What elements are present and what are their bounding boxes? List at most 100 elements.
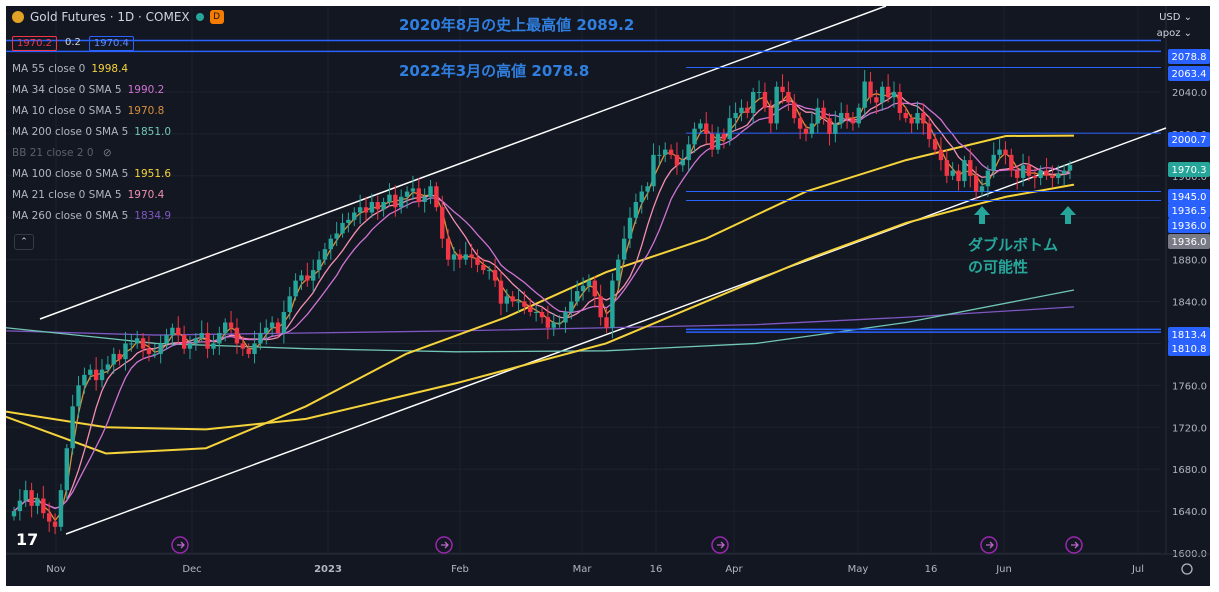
candle-body[interactable] [504,296,509,304]
candle-body[interactable] [733,112,738,119]
ma-line[interactable] [6,134,1075,455]
candle-body[interactable] [76,385,81,407]
candle-body[interactable] [973,175,979,192]
candle-body[interactable] [369,202,375,213]
candle-body[interactable] [146,348,152,354]
candle-body[interactable] [727,118,732,140]
candle-body[interactable] [698,123,703,129]
candle-body[interactable] [498,280,504,304]
candle-body[interactable] [833,123,838,134]
candle-body[interactable] [393,194,398,208]
candle-body[interactable] [880,86,885,103]
ma-line[interactable] [13,94,1071,512]
candle-body[interactable] [469,254,474,258]
candle-body[interactable] [844,112,850,119]
candle-body[interactable] [821,107,826,119]
candle-body[interactable] [827,118,832,134]
price-chart[interactable]: 1600.01640.01680.01720.01760.01800.01840… [6,6,1210,586]
candle-body[interactable] [580,285,586,292]
candle-body[interactable] [709,133,715,150]
chart-panel[interactable]: 1600.01640.01680.01720.01760.01800.01840… [6,6,1210,586]
candle-body[interactable] [868,81,873,98]
candle-body[interactable] [909,118,914,124]
candle-body[interactable] [991,154,996,171]
candle-body[interactable] [528,306,533,313]
candle-body[interactable] [686,144,691,161]
ma-line[interactable] [6,289,1075,353]
candle-body[interactable] [569,301,574,313]
candle-body[interactable] [47,513,52,522]
candle-body[interactable] [340,222,345,234]
candle-body[interactable] [481,264,486,271]
candle-body[interactable] [927,123,932,140]
ask-pill[interactable]: 1970.4 [88,36,134,51]
candle-body[interactable] [516,301,521,303]
candle-body[interactable] [692,128,697,145]
candle-body[interactable] [187,343,193,349]
candle-body[interactable] [797,118,803,129]
legend-row[interactable]: MA 55 close 0 1998.4 [12,59,171,80]
candle-body[interactable] [387,194,392,203]
ma-line[interactable] [6,183,1075,431]
candle-body[interactable] [575,291,580,302]
candle-body[interactable] [164,335,169,344]
candle-body[interactable] [1003,149,1008,155]
candle-body[interactable] [240,343,245,349]
candle-body[interactable] [428,186,433,197]
candle-body[interactable] [451,254,457,260]
symbol-title[interactable]: Gold Futures · 1D · COMEX [30,10,190,24]
event-marker-icon[interactable] [711,536,729,554]
candle-body[interactable] [29,490,34,506]
candle-body[interactable] [199,332,204,339]
hidden-eye-icon[interactable]: ⊘ [99,147,112,159]
candle-body[interactable] [346,219,351,223]
candle-body[interactable] [181,335,187,349]
candle-body[interactable] [627,217,633,239]
candle-body[interactable] [1038,170,1043,178]
candle-body[interactable] [633,202,639,218]
candle-body[interactable] [410,188,416,192]
candle-body[interactable] [668,149,674,155]
candle-body[interactable] [287,296,292,313]
candle-body[interactable] [704,123,709,134]
candle-body[interactable] [463,254,468,260]
event-marker-icon[interactable] [435,536,453,554]
candle-body[interactable] [176,327,181,336]
candle-body[interactable] [510,296,515,302]
candle-body[interactable] [815,107,820,124]
candle-body[interactable] [193,338,199,344]
candle-body[interactable] [756,92,762,93]
candle-body[interactable] [621,238,627,260]
candle-body[interactable] [604,317,609,328]
candle-body[interactable] [88,369,93,375]
candle-body[interactable] [598,296,603,318]
candle-body[interactable] [1026,165,1032,176]
candle-body[interactable] [275,322,281,333]
candle-body[interactable] [803,128,809,134]
candle-body[interactable] [903,112,908,119]
candle-body[interactable] [252,343,257,354]
candle-body[interactable] [58,490,64,527]
candle-body[interactable] [897,92,903,113]
candle-body[interactable] [11,511,17,517]
candle-body[interactable] [381,202,386,210]
candle-body[interactable] [52,521,58,527]
lower-channel-line[interactable] [65,127,1167,535]
candle-body[interactable] [557,322,562,324]
candle-body[interactable] [539,312,545,318]
candle-body[interactable] [1020,165,1026,178]
candle-body[interactable] [487,270,492,272]
candle-body[interactable] [422,196,427,203]
candle-body[interactable] [1067,165,1073,171]
candle-body[interactable] [135,338,140,344]
event-marker-icon[interactable] [171,536,189,554]
candle-body[interactable] [492,270,498,281]
event-marker-icon[interactable] [980,536,998,554]
candle-body[interactable] [1015,170,1020,178]
candle-body[interactable] [334,233,339,239]
candle-body[interactable] [170,327,175,336]
candle-body[interactable] [123,343,128,360]
candle-body[interactable] [616,259,621,281]
candle-body[interactable] [1061,170,1067,174]
candle-body[interactable] [938,149,944,161]
